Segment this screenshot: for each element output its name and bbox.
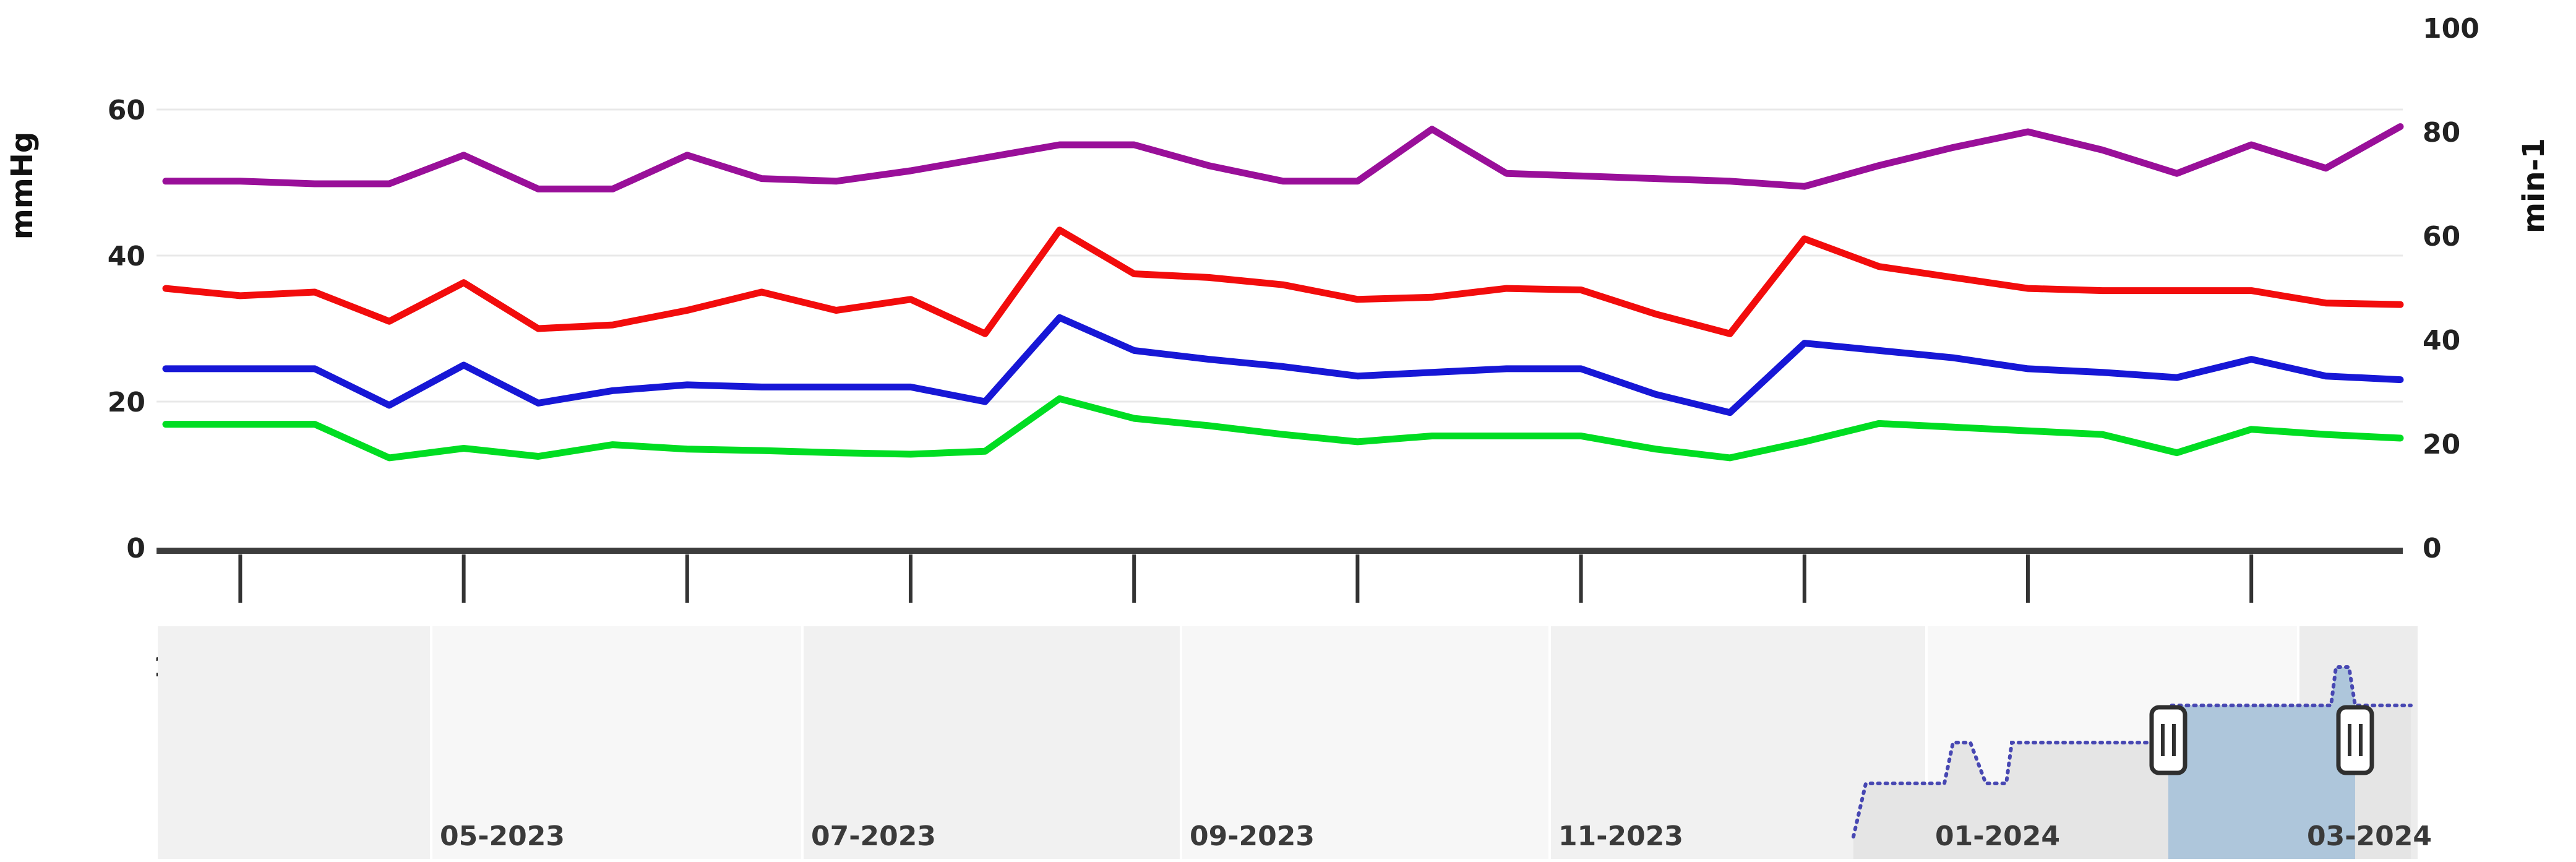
right-axis-value: 0	[2423, 533, 2442, 564]
handle-grip[interactable]	[2336, 705, 2374, 775]
purple-series[interactable]	[162, 123, 2404, 192]
right-axis-value: 80	[2423, 117, 2460, 149]
left-axis-value: 0	[126, 533, 145, 564]
right-axis-title: min-1	[2517, 138, 2551, 233]
series-lines	[162, 123, 2404, 462]
right-axis-tick-labels: 100 80 60 40 20 0	[2423, 13, 2479, 564]
navigator-band	[802, 626, 1181, 859]
gridlines	[157, 108, 2403, 403]
handle-grip[interactable]	[2149, 705, 2187, 775]
blue-series[interactable]	[162, 314, 2404, 416]
left-axis-value: 40	[108, 241, 145, 272]
red-series[interactable]	[162, 226, 2404, 337]
navigator-area-series	[1853, 667, 2411, 859]
green-series[interactable]	[162, 395, 2404, 462]
right-axis-value: 100	[2423, 13, 2479, 45]
left-axis-title: mmHg	[5, 132, 40, 240]
navigator-month-label: 01-2024	[1935, 821, 2060, 852]
navigator-right-handle[interactable]	[2336, 705, 2374, 775]
navigator-selected-range-hit[interactable]	[2168, 626, 2355, 859]
navigator-band	[158, 626, 431, 859]
navigator-area-selected	[2168, 667, 2355, 859]
left-axis-tick-labels: 60 40 20 0	[108, 95, 145, 564]
x-axis	[157, 548, 2403, 603]
navigator-band	[1181, 626, 1550, 859]
right-axis-value: 60	[2423, 221, 2460, 252]
navigator-month-label: 09-2023	[1190, 821, 1315, 852]
range-navigator[interactable]: 05-2023 07-2023 09-2023 11-2023 01-2024 03-20…	[158, 626, 2432, 859]
navigator-step-line-path	[1852, 665, 2413, 838]
navigator-month-label: 11-2023	[1558, 821, 1683, 852]
left-axis-value: 20	[108, 387, 145, 418]
navigator-step-line	[1852, 665, 2413, 838]
navigator-month-labels: 05-2023 07-2023 09-2023 11-2023 01-2024 03-20…	[440, 821, 2432, 852]
navigator-month-label: 07-2023	[811, 821, 936, 852]
navigator-month-label: 05-2023	[440, 821, 565, 852]
navigator-selected-range[interactable]	[2168, 626, 2355, 859]
right-axis-value: 40	[2423, 325, 2460, 356]
left-axis-value: 60	[108, 95, 145, 126]
navigator-month-label: 03-2024	[2307, 821, 2432, 852]
navigator-left-handle[interactable]	[2149, 705, 2187, 775]
right-axis-value: 20	[2423, 429, 2460, 460]
navigator-band	[431, 626, 802, 859]
navigator-handles[interactable]	[2149, 705, 2374, 775]
